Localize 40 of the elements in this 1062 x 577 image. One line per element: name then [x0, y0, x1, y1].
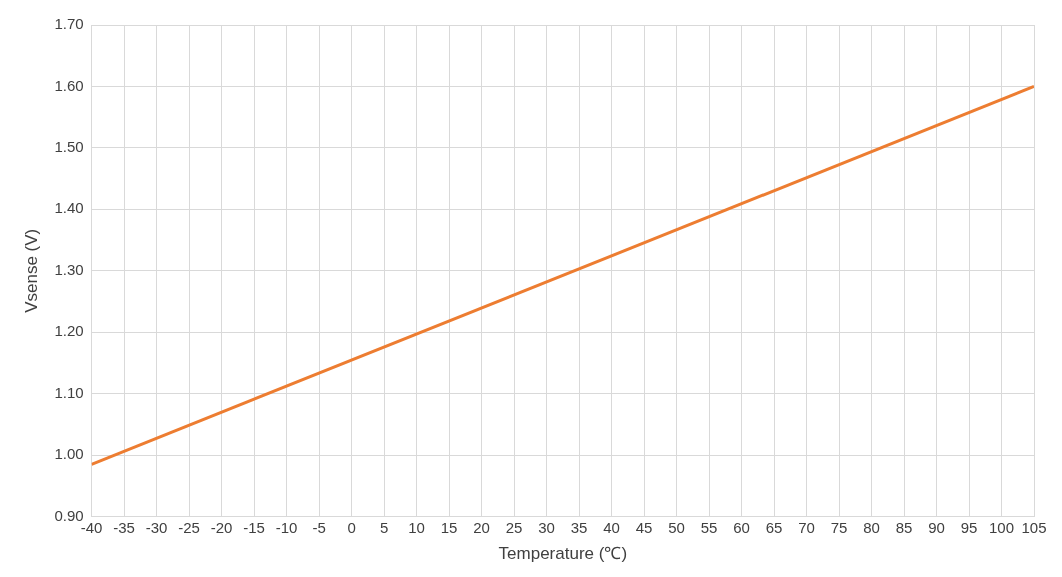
y-tick-label: 1.00 — [54, 445, 84, 463]
x-tick-label: 65 — [765, 518, 783, 536]
x-tick-label: 85 — [895, 518, 913, 536]
x-tick-label: 30 — [538, 518, 555, 536]
x-tick-label: 80 — [863, 518, 880, 536]
x-tick-label: 20 — [473, 518, 490, 536]
x-tick-label: 95 — [960, 518, 978, 536]
x-tick-label: -10 — [275, 518, 298, 536]
x-tick-label: 100 — [988, 518, 1015, 536]
x-tick-label: 50 — [668, 518, 685, 536]
x-tick-label: 40 — [603, 518, 620, 536]
x-tick-label: -15 — [243, 518, 265, 536]
y-tick-label: 1.40 — [54, 199, 84, 217]
x-tick-label: 55 — [700, 518, 718, 536]
x-tick-label: 90 — [928, 518, 945, 536]
x-tick-label: 70 — [798, 518, 815, 536]
x-tick-label: -5 — [312, 518, 326, 536]
y-tick-label: 1.10 — [54, 383, 84, 401]
x-tick-label: 10 — [408, 518, 425, 536]
x-tick-label: 45 — [635, 518, 653, 536]
y-tick-label: 0.90 — [54, 506, 84, 524]
y-tick-label: 1.50 — [54, 138, 84, 156]
y-tick-label: 1.70 — [54, 15, 84, 33]
x-tick-label: -25 — [178, 518, 200, 536]
x-tick-label: -30 — [145, 518, 168, 536]
y-tick-label: 1.60 — [54, 76, 84, 94]
x-tick-label: 105 — [1021, 518, 1047, 536]
x-tick-label: 15 — [440, 518, 458, 536]
x-tick-label: -35 — [113, 518, 135, 536]
y-tick-label: 1.30 — [54, 260, 84, 278]
x-tick-label: 75 — [830, 518, 848, 536]
y-axis-title: Vsense (V) — [21, 228, 41, 313]
x-tick-label: 25 — [505, 518, 523, 536]
x-tick-label: 0 — [347, 518, 356, 536]
x-tick-label: 35 — [570, 518, 588, 536]
x-tick-label: 60 — [733, 518, 750, 536]
y-tick-label: 1.20 — [54, 322, 84, 340]
x-tick-label: 5 — [379, 518, 389, 536]
x-tick-label: -20 — [210, 518, 233, 536]
x-axis-title: Temperature (℃) — [498, 544, 628, 564]
